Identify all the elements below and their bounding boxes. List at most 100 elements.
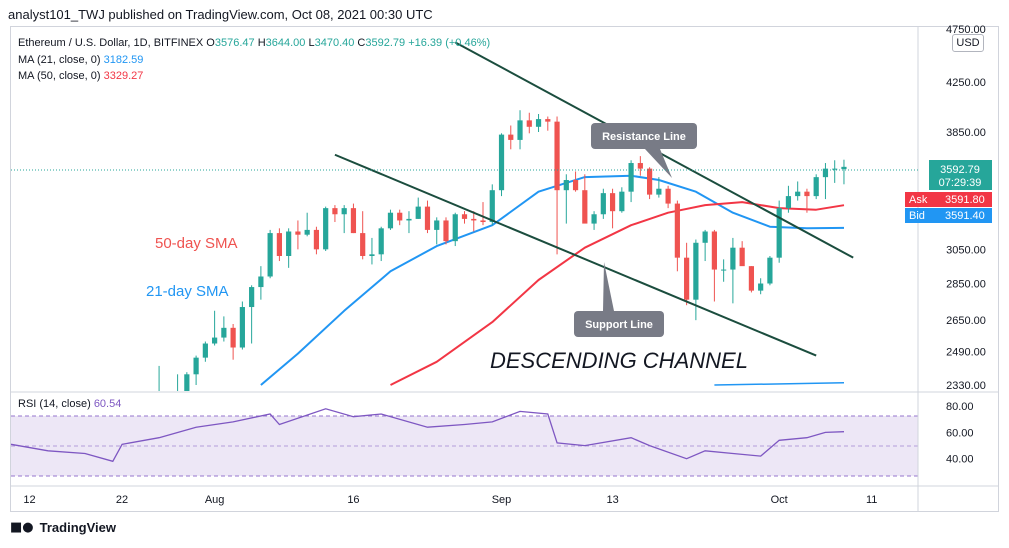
candle-body-39 xyxy=(424,206,431,230)
rsi-tick-label: 40.00 xyxy=(946,454,974,466)
candle-body-35 xyxy=(387,212,394,229)
price-ticks: 4250.00 3850.00 3050.00 2850.00 2650.00 2490.… xyxy=(946,77,986,392)
time-labels: 12 22 Aug 16 Sep 13 Oct 11 xyxy=(23,494,877,506)
candle-body-33 xyxy=(369,254,375,256)
candle-body-63 xyxy=(647,168,653,195)
rsi-ticks: 80.00 60.00 40.00 xyxy=(946,401,974,466)
time-label: Aug xyxy=(205,494,225,506)
candle-body-21 xyxy=(258,276,264,288)
rsi-tick-label: 60.00 xyxy=(946,427,974,439)
low-label: L xyxy=(308,37,315,49)
countdown-value: 07:29:39 xyxy=(939,177,982,189)
candle-body-67 xyxy=(684,257,690,300)
chart-legend: Ethereum / U.S. Dollar, 1D, BITFINEX O35… xyxy=(18,35,490,85)
candle-body-66 xyxy=(674,203,680,258)
ask-badge: Ask 3591.80 xyxy=(905,192,992,207)
ma21-value: 3182.59 xyxy=(103,53,144,66)
candle-body-41 xyxy=(443,220,449,242)
change-value: +16.39 (+0.46%) xyxy=(408,37,491,49)
candle-body-73 xyxy=(739,247,745,267)
rsi-line-group xyxy=(10,408,845,463)
ma21-row[interactable]: MA (21, close, 0) 3182.59 xyxy=(18,52,490,69)
candle-body-0 xyxy=(64,483,69,494)
candle-body-64 xyxy=(656,188,662,195)
ask-value: 3591.80 xyxy=(945,194,985,206)
price-tick-label: 2330.00 xyxy=(946,380,986,392)
candle-body-54 xyxy=(563,180,569,191)
rsi-line xyxy=(10,408,845,463)
ma50-row[interactable]: MA (50, close, 0) 3329.27 xyxy=(18,68,490,85)
candlesticks xyxy=(64,110,847,494)
support-trendline xyxy=(334,153,817,357)
bid-value: 3591.40 xyxy=(945,210,985,222)
header-bar: analyst101_TWJ published on TradingView.… xyxy=(0,0,1009,28)
chart-frame xyxy=(10,26,999,512)
candle-body-51 xyxy=(535,119,542,127)
candle-body-49 xyxy=(517,120,523,140)
resistance-label: Resistance Line xyxy=(602,131,686,143)
candle-body-31 xyxy=(350,208,357,234)
candle-body-76 xyxy=(767,257,773,284)
candle-body-19 xyxy=(239,307,245,348)
last-price-value: 3592.79 xyxy=(940,164,980,176)
candle-body-72 xyxy=(730,247,736,270)
price-tick-label: 3050.00 xyxy=(946,244,986,256)
rsi-value: 60.54 xyxy=(93,398,122,410)
candle-body-57 xyxy=(591,214,597,224)
candle-body-65 xyxy=(665,188,671,204)
price-tick-label: 2490.00 xyxy=(946,347,986,359)
low-value: 3470.40 xyxy=(314,37,355,49)
candle-body-30 xyxy=(341,208,347,215)
candle-body-83 xyxy=(832,168,838,170)
open-label: O xyxy=(206,37,215,49)
rsi-band xyxy=(11,416,918,476)
candle-body-38 xyxy=(415,206,421,219)
bid-label: Bid xyxy=(909,210,925,222)
candle-body-60 xyxy=(619,191,625,212)
candle-body-78 xyxy=(785,196,792,209)
candle-body-75 xyxy=(758,283,764,291)
candle-body-2 xyxy=(82,488,87,491)
candle-body-77 xyxy=(776,208,782,258)
candle-body-46 xyxy=(489,190,495,223)
close-value: 3592.79 xyxy=(365,37,406,49)
candle-body-37 xyxy=(406,218,412,221)
candle-body-22 xyxy=(267,233,273,277)
candle-body-36 xyxy=(397,212,403,221)
candle-body-23 xyxy=(276,233,282,256)
ohlc-row: Ethereum / U.S. Dollar, 1D, BITFINEX O35… xyxy=(18,35,490,52)
candle-body-32 xyxy=(360,233,366,256)
footer-brand[interactable]: ■● TradingView xyxy=(10,520,116,535)
candle-body-55 xyxy=(572,180,579,191)
candle-body-44 xyxy=(471,218,477,221)
candle-body-56 xyxy=(582,190,588,224)
currency-selector[interactable]: USD xyxy=(952,34,984,52)
rsi-legend[interactable]: RSI (14, close) 60.54 xyxy=(18,398,121,410)
resistance-callout: Resistance Line xyxy=(591,123,697,178)
candle-body-61 xyxy=(628,163,634,192)
price-tick-label: 4250.00 xyxy=(946,77,986,89)
candle-body-40 xyxy=(434,220,440,230)
candle-body-53 xyxy=(554,121,560,191)
bid-badge: Bid 3591.40 xyxy=(905,208,992,223)
symbol-name[interactable]: Ethereum / U.S. Dollar, 1D, BITFINEX xyxy=(18,37,204,49)
candle-body-17 xyxy=(221,327,227,338)
candle-body-80 xyxy=(804,191,810,197)
candle-body-79 xyxy=(795,191,801,197)
candle-body-71 xyxy=(721,269,727,271)
last-price-badge: 3592.79 07:29:39 xyxy=(929,160,992,190)
time-label: 16 xyxy=(347,494,359,506)
tradingview-logo-icon: ■● xyxy=(10,520,34,535)
candle-body-62 xyxy=(637,163,643,169)
time-label: 13 xyxy=(606,494,618,506)
open-value: 3576.47 xyxy=(214,37,255,49)
candle-body-58 xyxy=(600,193,606,215)
price-tick-top: 4750.00 xyxy=(946,24,986,36)
candle-body-16 xyxy=(212,337,218,344)
candle-body-27 xyxy=(313,229,320,250)
time-label: 22 xyxy=(116,494,128,506)
time-label: Oct xyxy=(771,494,788,506)
time-label: 12 xyxy=(23,494,35,506)
time-label: Sep xyxy=(492,494,512,506)
